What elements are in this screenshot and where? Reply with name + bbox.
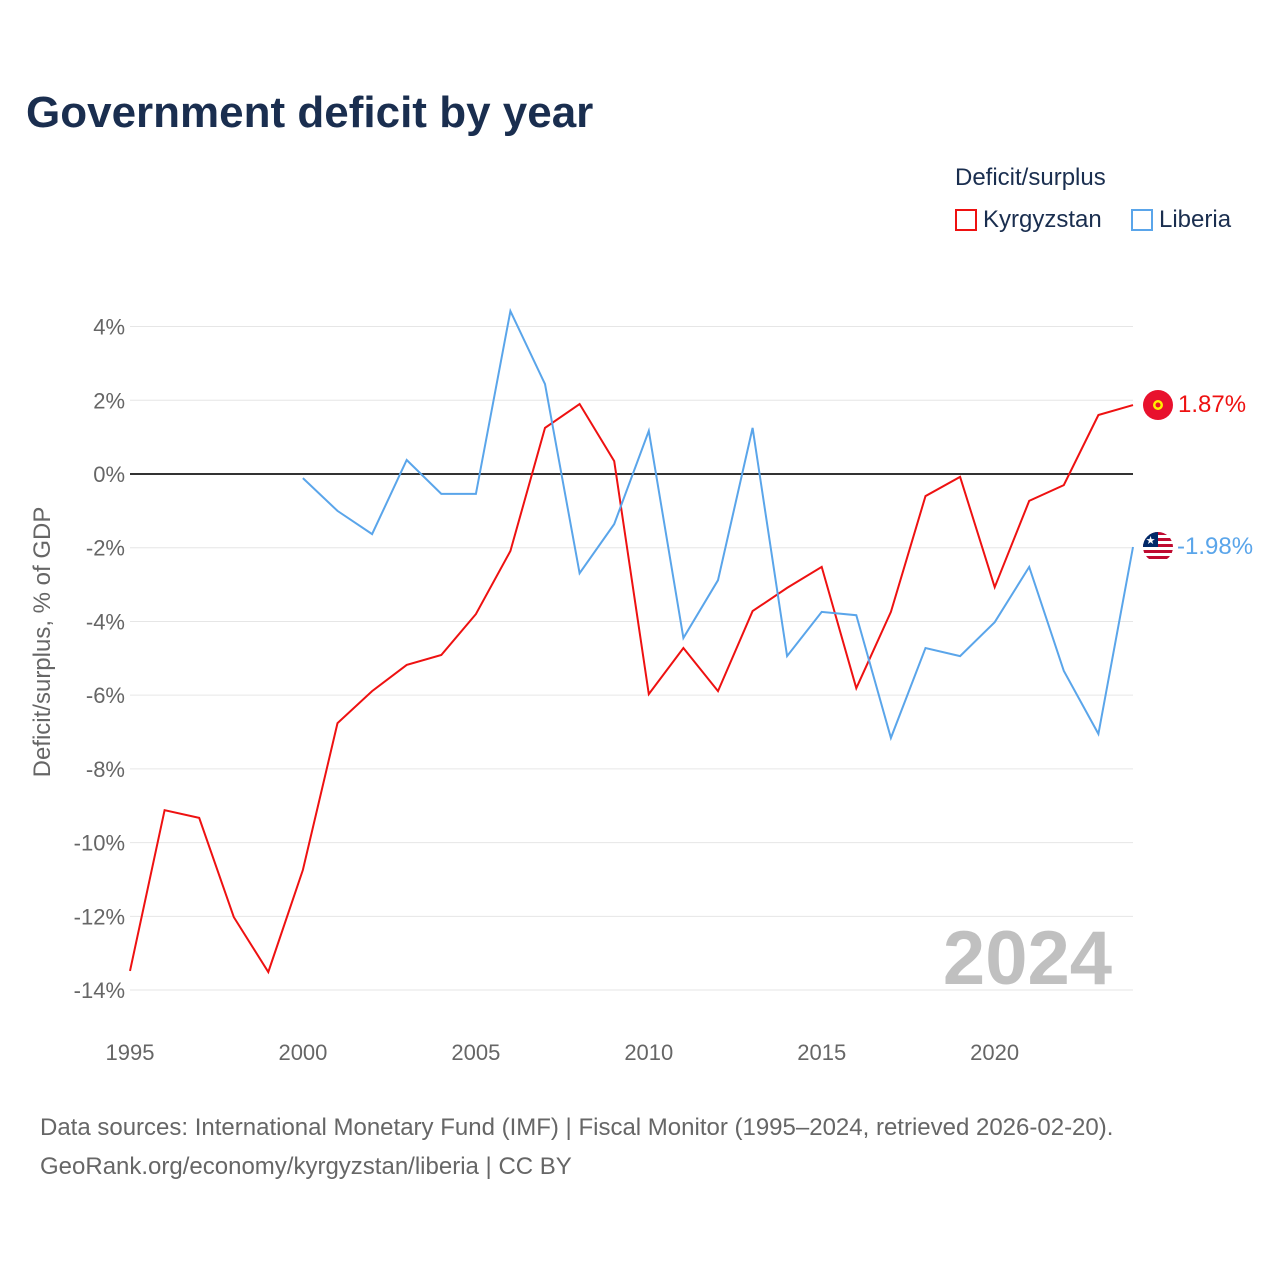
source-line: Data sources: International Monetary Fun… bbox=[40, 1114, 1114, 1141]
liberia-flag-icon: ★ bbox=[1143, 532, 1173, 562]
kyrgyzstan-flag-icon bbox=[1143, 390, 1173, 420]
y-tick-label: -4% bbox=[86, 609, 125, 634]
legend-label: Liberia bbox=[1159, 206, 1232, 233]
source-link[interactable]: GeoRank.org/economy/kyrgyzstan/liberia |… bbox=[40, 1153, 572, 1180]
y-tick-label: -12% bbox=[74, 904, 125, 929]
y-tick-label: -14% bbox=[74, 978, 125, 1003]
x-tick-label: 2010 bbox=[624, 1040, 673, 1065]
legend-swatch bbox=[955, 209, 977, 231]
svg-text:★: ★ bbox=[1146, 535, 1156, 547]
x-tick-label: 2005 bbox=[451, 1040, 500, 1065]
series-line-kyrgyzstan bbox=[129, 402, 1134, 975]
x-tick-label: 1995 bbox=[106, 1040, 155, 1065]
y-tick-label: -6% bbox=[86, 683, 125, 708]
y-tick-label: 4% bbox=[93, 315, 125, 340]
year-watermark: 2024 bbox=[943, 916, 1112, 1001]
source-note: Data sources: International Monetary Fun… bbox=[40, 1108, 1113, 1186]
legend-title: Deficit/surplus bbox=[955, 164, 1106, 191]
chart-title: Government deficit by year bbox=[26, 88, 594, 137]
kyrgyzstan-end-label: 1.87% bbox=[1178, 391, 1246, 418]
x-tick-label: 2020 bbox=[970, 1040, 1019, 1065]
legend-label: Kyrgyzstan bbox=[983, 206, 1102, 233]
legend-item-kyrgyzstan[interactable]: Kyrgyzstan bbox=[955, 206, 1102, 234]
y-axis-label: Deficit/surplus, % of GDP bbox=[29, 507, 56, 778]
y-tick-label: 0% bbox=[93, 462, 125, 487]
liberia-end-label: -1.98% bbox=[1177, 533, 1253, 560]
legend-swatch bbox=[1131, 209, 1153, 231]
x-tick-label: 2015 bbox=[797, 1040, 846, 1065]
series-line-liberia bbox=[302, 307, 1134, 742]
y-tick-label: -10% bbox=[74, 831, 125, 856]
y-tick-label: -2% bbox=[86, 536, 125, 561]
y-tick-label: -8% bbox=[86, 757, 125, 782]
legend-item-liberia[interactable]: Liberia bbox=[1131, 206, 1231, 234]
x-tick-label: 2000 bbox=[278, 1040, 327, 1065]
y-tick-label: 2% bbox=[93, 388, 125, 413]
